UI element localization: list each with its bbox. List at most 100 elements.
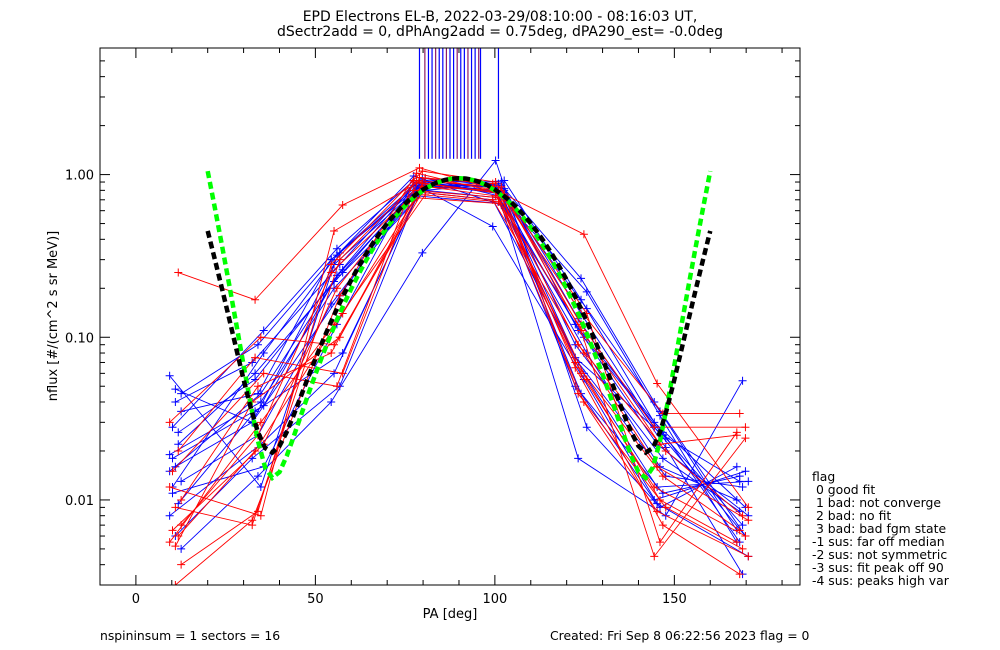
data-point: [253, 382, 262, 391]
data-point: [735, 477, 744, 486]
series-line: [180, 159, 738, 550]
legend-item: -1 sus: far off median: [812, 534, 945, 549]
series-line: [169, 186, 740, 575]
data-point: [741, 467, 750, 476]
series-line: [172, 180, 743, 526]
data-point: [738, 376, 747, 385]
data-point: [171, 385, 180, 394]
footer-created-info: Created: Fri Sep 8 06:22:56 2023 flag = …: [550, 628, 810, 643]
data-point: [653, 379, 662, 388]
data-point: [332, 382, 341, 391]
data-point: [735, 409, 744, 418]
data-point: [168, 526, 177, 535]
data-point: [732, 462, 741, 471]
data-point: [256, 483, 265, 492]
series-line: [169, 194, 740, 543]
data-point: [251, 353, 260, 362]
data-point: [259, 401, 268, 410]
data-point: [574, 454, 583, 463]
legend-item: -2 sus: not symmetric: [812, 547, 948, 562]
series-line: [175, 172, 746, 585]
data-point: [732, 428, 741, 437]
chart-title-line2: dSectr2add = 0, dPhAng2add = 0.75deg, dP…: [277, 24, 723, 40]
data-point: [251, 295, 260, 304]
series-line: [181, 177, 738, 531]
data-point: [335, 255, 344, 264]
data-point: [174, 440, 183, 449]
data-point: [744, 552, 753, 561]
data-point: [174, 428, 183, 437]
series-line: [180, 185, 737, 526]
x-tick-label: 0: [132, 592, 140, 607]
data-point: [171, 581, 180, 585]
y-axis-label: nflux [#/(cm^2 s sr MeV)]: [46, 231, 61, 401]
plot-frame: [99, 47, 801, 586]
data-point: [658, 521, 667, 530]
data-point: [650, 552, 659, 561]
data-point: [415, 173, 424, 182]
data-point: [168, 423, 177, 432]
data-point: [259, 369, 268, 378]
data-point: [577, 295, 586, 304]
data-point: [253, 472, 262, 481]
data-point: [582, 375, 591, 384]
data-point: [582, 287, 591, 296]
data-point: [168, 467, 177, 476]
data-point: [421, 190, 430, 199]
data-point: [491, 156, 500, 165]
y-tick-label: 0.10: [65, 331, 94, 346]
data-point: [259, 326, 268, 335]
data-point: [165, 483, 174, 492]
data-point: [488, 195, 497, 204]
data-point: [574, 340, 583, 349]
legend-item: -3 sus: fit peak off 90: [812, 560, 944, 575]
data-point: [741, 434, 750, 443]
x-tick-label: 150: [662, 592, 687, 607]
x-axis-label: PA [deg]: [423, 607, 478, 622]
x-tick-label: 50: [307, 592, 324, 607]
data-point: [738, 544, 747, 553]
data-point: [330, 369, 339, 378]
data-point: [165, 418, 174, 427]
data-point: [256, 333, 265, 342]
data-point: [327, 397, 336, 406]
data-point: [338, 201, 347, 210]
data-point: [327, 260, 336, 269]
data-point: [732, 495, 741, 504]
data-point: [738, 521, 747, 530]
data-point: [732, 538, 741, 547]
data-point: [168, 454, 177, 463]
data-point: [491, 178, 500, 187]
legend-item: 0 good fit: [812, 482, 876, 497]
data-point: [418, 167, 427, 176]
data-point: [744, 477, 753, 486]
series-line: [172, 180, 743, 550]
data-point: [494, 197, 503, 206]
data-point: [332, 284, 341, 293]
data-point: [330, 340, 339, 349]
data-point: [251, 446, 260, 455]
data-point: [579, 349, 588, 358]
data-point: [174, 268, 183, 277]
data-point: [656, 538, 664, 547]
data-point: [177, 544, 186, 553]
footer-sectors-info: nspininsum = 1 sectors = 16: [100, 628, 281, 643]
data-point: [735, 570, 744, 579]
data-point: [327, 349, 336, 358]
series-line: [175, 180, 746, 537]
data-point: [738, 483, 747, 492]
data-point: [177, 389, 186, 398]
data-point: [253, 507, 262, 516]
data-point: [253, 340, 262, 349]
data-point: [165, 371, 174, 380]
legend-item: -4 sus: peaks high var: [812, 573, 949, 588]
series-line: [180, 184, 737, 501]
data-point: [500, 176, 509, 185]
fit-curve-black: [205, 175, 713, 456]
series-line: [178, 186, 749, 557]
y-tick-label: 1.00: [65, 169, 94, 184]
x-tick-label: 100: [482, 592, 507, 607]
flag-legend: flag 0 good fit 1 bad: not converge 2 ba…: [812, 470, 949, 587]
data-point: [579, 230, 588, 239]
